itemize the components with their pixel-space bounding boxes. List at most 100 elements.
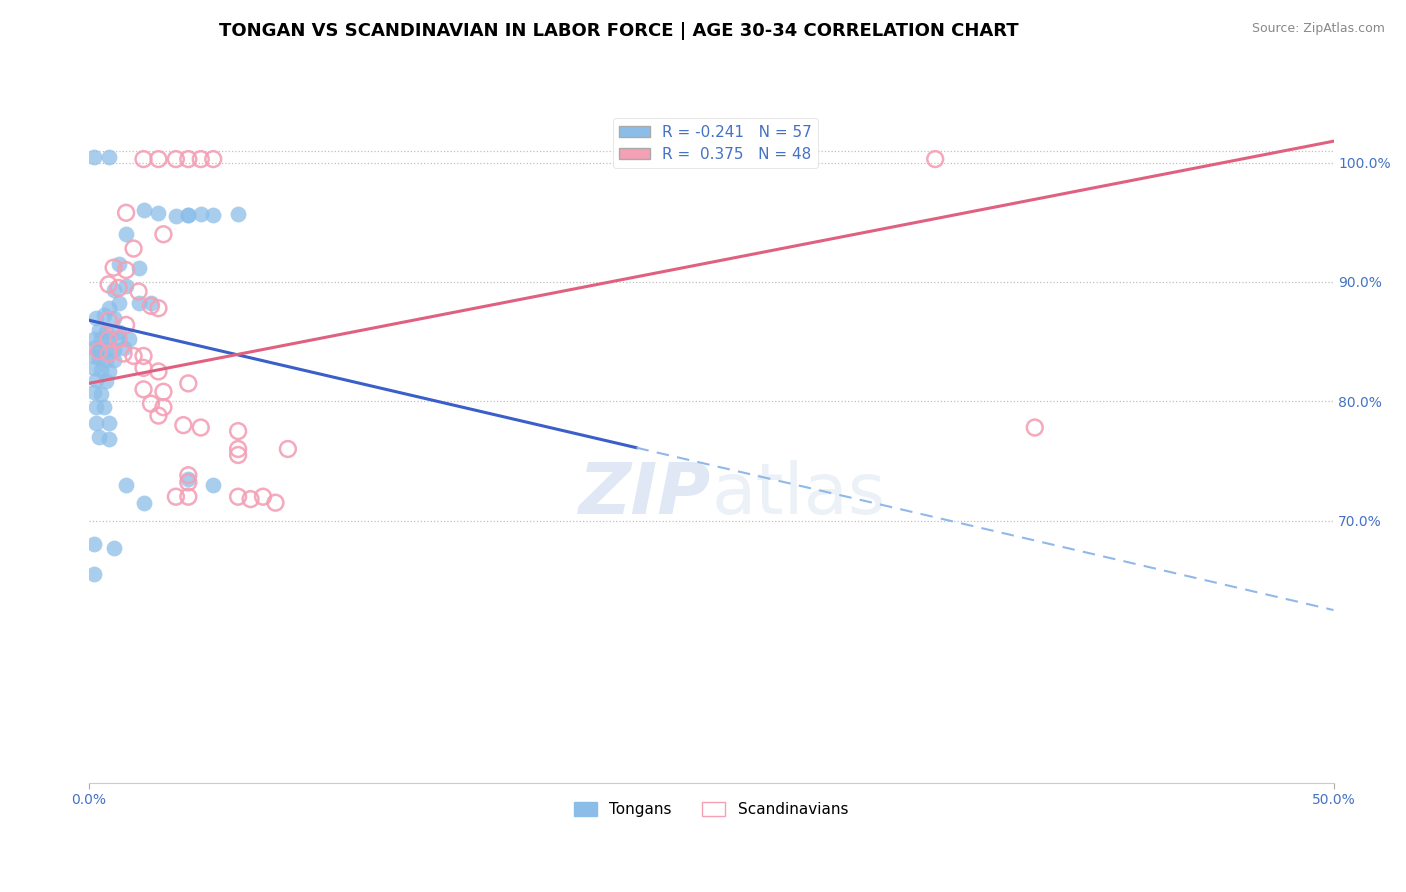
Point [83, 150, 105, 164]
Point [87, 351, 110, 366]
Point [202, 152, 225, 166]
Point [83, 341, 105, 355]
Point [239, 492, 262, 507]
Point [107, 332, 129, 346]
Point [84, 373, 107, 387]
Point [139, 299, 162, 313]
Point [112, 346, 135, 360]
Text: TONGAN VS SCANDINAVIAN IN LABOR FORCE | AGE 30-34 CORRELATION CHART: TONGAN VS SCANDINAVIAN IN LABOR FORCE | … [219, 22, 1018, 40]
Point [226, 207, 249, 221]
Point [83, 349, 105, 363]
Point [97, 332, 120, 346]
Point [115, 477, 138, 491]
Point [83, 567, 105, 582]
Point [90, 363, 112, 377]
Point [177, 208, 200, 222]
Point [97, 313, 120, 327]
Point [152, 384, 174, 399]
Point [115, 318, 138, 332]
Point [190, 420, 212, 434]
Point [84, 310, 107, 325]
Point [97, 364, 120, 378]
Point [252, 490, 274, 504]
Point [165, 152, 187, 166]
Point [132, 203, 155, 218]
Point [103, 283, 125, 297]
Point [177, 208, 200, 222]
Point [83, 537, 105, 551]
Point [115, 206, 138, 220]
Point [90, 387, 112, 401]
Point [115, 278, 138, 293]
Point [103, 343, 125, 357]
Point [83, 384, 105, 399]
Point [107, 325, 129, 339]
Point [152, 401, 174, 415]
Point [190, 207, 212, 221]
Point [128, 285, 150, 299]
Point [226, 448, 249, 462]
Point [165, 210, 187, 224]
Point [103, 260, 125, 275]
Point [97, 433, 120, 447]
Point [97, 301, 120, 316]
Point [139, 397, 162, 411]
Point [190, 152, 212, 166]
Point [83, 360, 105, 375]
Point [97, 277, 120, 292]
Point [132, 360, 155, 375]
Point [226, 424, 249, 438]
Point [202, 208, 225, 222]
Point [107, 331, 129, 345]
Point [172, 418, 194, 433]
Point [277, 442, 299, 456]
Point [115, 227, 138, 242]
Point [87, 343, 110, 357]
Point [132, 349, 155, 363]
Point [202, 477, 225, 491]
Point [148, 409, 170, 423]
Point [177, 490, 200, 504]
Point [924, 152, 946, 166]
Point [97, 150, 120, 164]
Point [97, 346, 120, 360]
Point [132, 152, 155, 166]
Point [87, 344, 110, 359]
Point [107, 296, 129, 310]
Point [177, 468, 200, 483]
Legend: Tongans, Scandinavians: Tongans, Scandinavians [568, 797, 855, 823]
Point [226, 490, 249, 504]
Point [96, 352, 118, 367]
Point [148, 152, 170, 166]
Point [103, 541, 125, 555]
Point [128, 260, 150, 275]
Point [165, 490, 187, 504]
Point [177, 152, 200, 166]
Point [107, 257, 129, 271]
Text: ZIP: ZIP [579, 460, 711, 530]
Point [132, 382, 155, 396]
Point [93, 401, 115, 415]
Point [96, 342, 118, 356]
Point [87, 323, 110, 337]
Point [148, 364, 170, 378]
Point [226, 442, 249, 456]
Point [148, 206, 170, 220]
Point [93, 309, 115, 323]
Point [112, 341, 135, 355]
Point [90, 332, 112, 346]
Point [83, 332, 105, 346]
Point [96, 325, 118, 339]
Point [139, 296, 162, 310]
Text: atlas: atlas [711, 460, 886, 530]
Point [122, 349, 145, 363]
Point [148, 301, 170, 316]
Point [177, 475, 200, 490]
Point [177, 376, 200, 391]
Point [107, 281, 129, 295]
Point [84, 416, 107, 430]
Point [132, 496, 155, 510]
Point [97, 416, 120, 430]
Point [115, 263, 138, 277]
Point [117, 332, 139, 346]
